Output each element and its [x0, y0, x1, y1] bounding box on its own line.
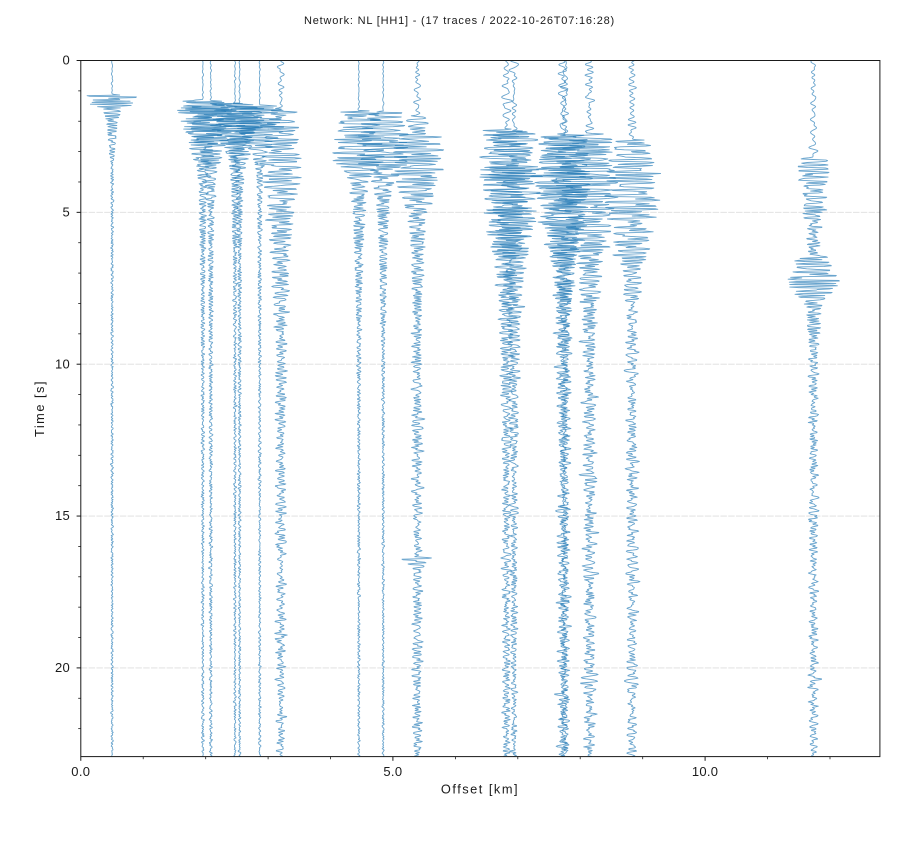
svg-text:0: 0	[62, 53, 70, 68]
svg-text:Time [s]: Time [s]	[32, 380, 47, 437]
svg-text:5.0: 5.0	[383, 764, 402, 779]
svg-text:Network: NL [HH1] - (17 traces: Network: NL [HH1] - (17 traces / 2022-10…	[304, 15, 615, 27]
svg-text:Offset [km]: Offset [km]	[441, 782, 519, 797]
svg-text:15: 15	[55, 508, 70, 523]
svg-text:5: 5	[62, 205, 70, 220]
svg-text:0.0: 0.0	[71, 764, 90, 779]
svg-text:20: 20	[55, 660, 70, 675]
svg-text:10.0: 10.0	[692, 764, 719, 779]
svg-text:10: 10	[55, 356, 70, 371]
